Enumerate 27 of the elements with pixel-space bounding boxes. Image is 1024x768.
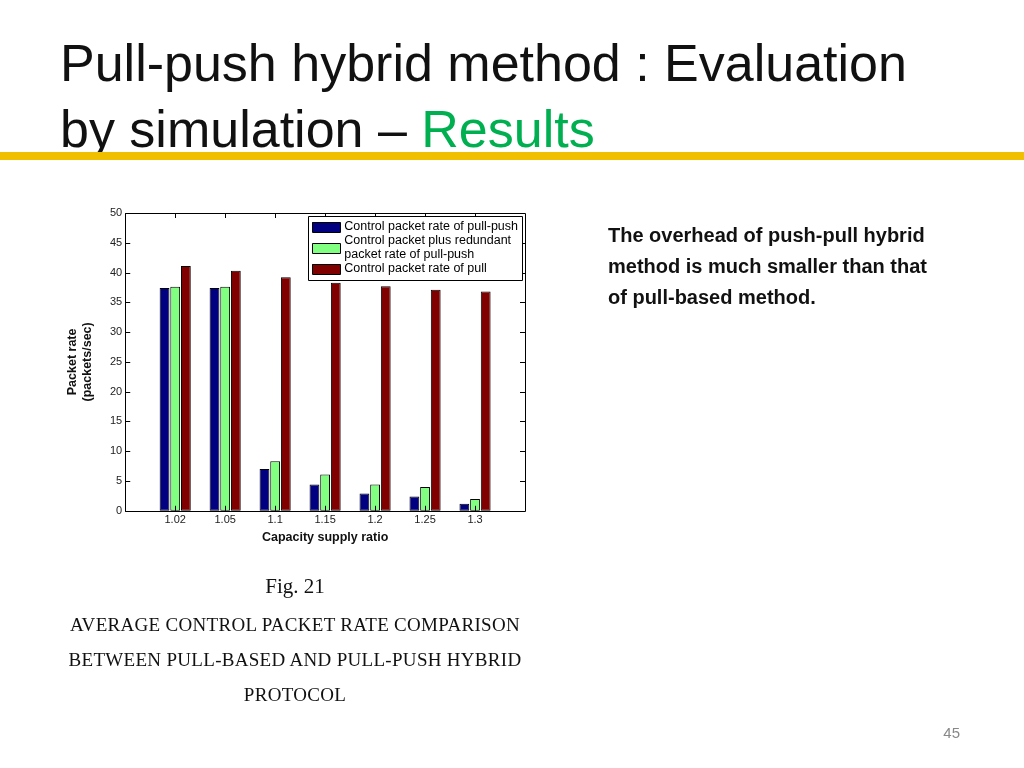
legend-label: Control packet plus redundant packet rate of pull-push: [344, 233, 512, 262]
y-tick-label: 45: [109, 235, 123, 248]
x-tick-label: 1.02: [164, 513, 186, 526]
caption: Fig. 21: [264, 574, 326, 599]
x-tick-label: 1.25: [414, 513, 436, 526]
text: The overhead of push-pull hybrid method is much smaller than that of pull-based method.: [608, 223, 928, 310]
y-tick-label: 40: [109, 265, 123, 278]
x-tick-label: 1.1: [267, 513, 283, 526]
x-tick-label: 1.05: [214, 513, 236, 526]
x-tick-label: 1.3: [467, 513, 483, 526]
text: AVERAGE CONTROL PACKET RATE COMPARISON BETWEEN PULL-BASED AND PULL-PUSH HYBRID PROTOCOL: [67, 613, 523, 707]
y-tick-label: 0: [116, 503, 123, 516]
x-tick-label: 1.2: [367, 513, 383, 526]
y-tick-label: 5: [116, 474, 123, 487]
y-tick-label: 30: [109, 325, 123, 338]
text: 45: [942, 724, 960, 741]
y-tick-label: 15: [109, 414, 123, 427]
x-tick-label: 1.15: [314, 513, 336, 526]
y-tick-label: 10: [109, 444, 123, 457]
legend-label: Control packet rate of pull: [344, 261, 487, 276]
y-axis-title: Packet rate (packets/sec): [64, 322, 94, 402]
y-tick-label: 25: [109, 354, 123, 367]
y-tick-label: 35: [109, 295, 123, 308]
y-tick-label: 50: [109, 206, 123, 219]
x-axis-title: Capacity supply ratio: [261, 529, 389, 544]
y-tick-label: 20: [109, 384, 123, 397]
legend-label: Control packet rate of pull-push: [344, 219, 519, 234]
